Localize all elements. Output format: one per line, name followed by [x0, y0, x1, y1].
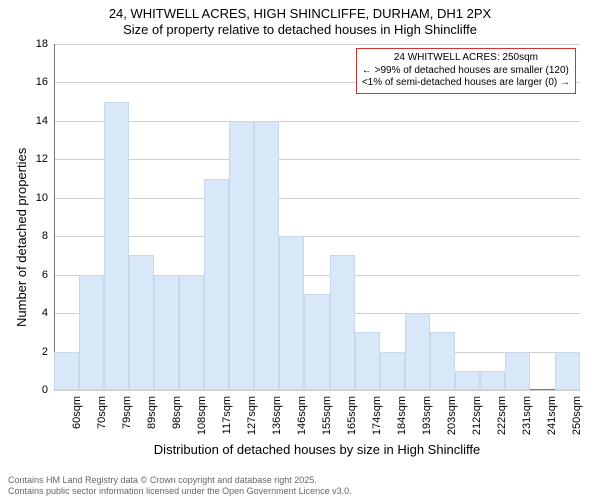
chart-title-block: 24, WHITWELL ACRES, HIGH SHINCLIFFE, DUR… [0, 0, 600, 39]
y-tick-label: 8 [42, 230, 54, 242]
x-tick-label: 231sqm [521, 396, 533, 435]
histogram-bar [129, 255, 154, 390]
x-tick-label: 127sqm [246, 396, 258, 435]
chart-title-line1: 24, WHITWELL ACRES, HIGH SHINCLIFFE, DUR… [0, 6, 600, 22]
y-tick-label: 12 [36, 153, 54, 165]
histogram-bar [279, 236, 304, 390]
y-tick-label: 16 [36, 76, 54, 88]
x-tick-label: 117sqm [221, 396, 233, 434]
x-tick-label: 155sqm [321, 396, 333, 435]
y-tick-label: 0 [42, 384, 54, 396]
gridline [54, 159, 580, 160]
x-tick-label: 174sqm [371, 396, 383, 435]
y-tick-label: 18 [36, 38, 54, 50]
gridline [54, 390, 580, 391]
annotation-line: ← >99% of detached houses are smaller (1… [362, 65, 570, 78]
chart-title-line2: Size of property relative to detached ho… [0, 22, 600, 38]
histogram-bar [204, 179, 229, 390]
histogram-bar [179, 275, 204, 390]
histogram-bar [505, 352, 530, 390]
footer-attribution-2: Contains public sector information licen… [8, 486, 352, 497]
histogram-bar [380, 352, 405, 390]
x-tick-label: 60sqm [71, 396, 83, 429]
annotation-line: 24 WHITWELL ACRES: 250sqm [362, 52, 570, 65]
x-tick-label: 136sqm [271, 396, 283, 435]
y-axis-label: Number of detached properties [14, 148, 29, 327]
y-tick-label: 10 [36, 192, 54, 204]
x-tick-label: 79sqm [121, 396, 133, 429]
histogram-bar [330, 255, 355, 390]
x-tick-label: 250sqm [571, 396, 583, 435]
plot-area: 02468101214161860sqm70sqm79sqm89sqm98sqm… [54, 44, 580, 390]
x-tick-label: 89sqm [146, 396, 158, 429]
x-tick-label: 98sqm [171, 396, 183, 429]
histogram-bar [455, 371, 480, 390]
histogram-bar [480, 371, 505, 390]
footer-attribution-1: Contains HM Land Registry data © Crown c… [8, 475, 317, 486]
x-tick-label: 241sqm [546, 396, 558, 435]
histogram-bar [254, 121, 279, 390]
y-tick-label: 6 [42, 269, 54, 281]
x-tick-label: 165sqm [346, 396, 358, 435]
histogram-bar [355, 332, 380, 390]
x-tick-label: 212sqm [471, 396, 483, 435]
histogram-bar [79, 275, 104, 390]
histogram-bar [304, 294, 329, 390]
gridline [54, 121, 580, 122]
x-tick-label: 203sqm [446, 396, 458, 435]
histogram-chart: 24, WHITWELL ACRES, HIGH SHINCLIFFE, DUR… [0, 0, 600, 500]
gridline [54, 198, 580, 199]
histogram-bar [104, 102, 129, 390]
y-tick-label: 2 [42, 346, 54, 358]
histogram-bar [154, 275, 179, 390]
gridline [54, 236, 580, 237]
gridline [54, 44, 580, 45]
histogram-bar [405, 313, 430, 390]
x-tick-label: 70sqm [96, 396, 108, 429]
x-tick-label: 184sqm [396, 396, 408, 435]
x-axis-label: Distribution of detached houses by size … [54, 442, 580, 457]
annotation-callout: 24 WHITWELL ACRES: 250sqm← >99% of detac… [356, 48, 576, 94]
x-tick-label: 146sqm [296, 396, 308, 435]
histogram-bar [430, 332, 455, 390]
annotation-line: <1% of semi-detached houses are larger (… [362, 77, 570, 90]
x-tick-label: 193sqm [421, 396, 433, 435]
y-tick-label: 14 [36, 115, 54, 127]
x-tick-label: 222sqm [496, 396, 508, 435]
x-tick-label: 108sqm [196, 396, 208, 435]
histogram-bar [555, 352, 580, 390]
histogram-bar [229, 121, 254, 390]
y-tick-label: 4 [42, 307, 54, 319]
histogram-bar [54, 352, 79, 390]
y-axis-line [54, 44, 55, 390]
